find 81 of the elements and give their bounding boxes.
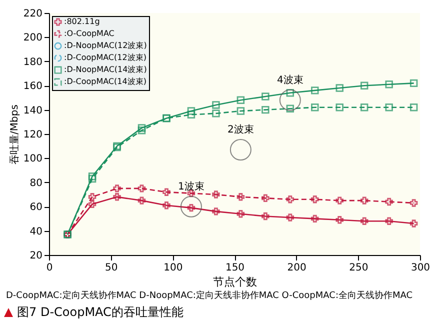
- point: [286, 214, 294, 222]
- legend-label: :D-NoopMAC(12波束): [64, 41, 147, 50]
- point: [212, 110, 220, 118]
- point: [385, 104, 393, 112]
- point: [262, 92, 270, 100]
- y-tick-label: 200: [23, 32, 42, 44]
- point: [236, 107, 245, 115]
- point: [311, 104, 319, 112]
- point: [138, 184, 146, 192]
- point: [113, 193, 121, 201]
- x-tick-label: 50: [104, 262, 118, 274]
- point: [336, 84, 344, 92]
- point: [410, 220, 418, 228]
- legend-label: :O-CoopMAC: [64, 29, 115, 38]
- y-tick-label: 180: [23, 56, 42, 68]
- y-tick-label: 40: [30, 226, 42, 238]
- point: [88, 174, 96, 183]
- text: D-CoopMAC:定向天线协作MAC D-NoopMAC:定向天线非协作MAC O-CoopMAC:全向天线协作MAC: [5, 290, 414, 303]
- point: [311, 195, 319, 204]
- point: [236, 210, 245, 218]
- point: [187, 107, 196, 115]
- x-axis-title: 节点个数: [213, 276, 257, 288]
- point: [212, 208, 220, 216]
- point: [88, 193, 96, 201]
- point: [360, 104, 368, 112]
- point: [212, 101, 220, 109]
- legend-label: :D-NoopMAC(14波束): [64, 65, 147, 74]
- point: [410, 79, 418, 88]
- legend-label: :802.11g: [64, 17, 100, 26]
- point: [262, 212, 270, 220]
- point: [410, 104, 418, 112]
- y-tick-label: 80: [30, 178, 42, 189]
- point: [88, 200, 96, 208]
- point: [360, 82, 368, 90]
- point: [286, 195, 294, 204]
- point: [262, 194, 270, 202]
- legend-label: :D-CoopMAC(14波束): [64, 77, 146, 86]
- y-tick-label: 140: [23, 105, 42, 116]
- point: [162, 188, 170, 196]
- legend-label: :D-CoopMAC(12波束): [64, 53, 146, 62]
- point: [336, 216, 344, 224]
- x-tick-label: 300: [410, 262, 430, 274]
- point: [385, 217, 393, 225]
- point: [336, 196, 344, 204]
- y-tick-label: 220: [23, 8, 42, 20]
- point: [113, 184, 121, 192]
- annotation: 1波束: [178, 180, 204, 193]
- point: [385, 80, 393, 88]
- point: [88, 172, 96, 180]
- y-tick-label: 20: [30, 250, 42, 262]
- annotation: 2波束: [227, 124, 254, 136]
- text: 图7 D-CoopMAC的吞吐量性能: [17, 304, 184, 320]
- point: [336, 104, 344, 112]
- x-tick-label: 200: [287, 262, 306, 274]
- point: [360, 217, 368, 225]
- point: [212, 190, 220, 198]
- x-tick-label: 100: [164, 262, 183, 274]
- point: [311, 86, 319, 94]
- point: [236, 193, 245, 201]
- point: [187, 110, 196, 119]
- point: [410, 199, 418, 207]
- point: [286, 104, 294, 112]
- point: [360, 196, 368, 204]
- point: [385, 198, 393, 206]
- y-tick-label: 120: [23, 130, 42, 140]
- point: [262, 106, 270, 114]
- point: [138, 124, 146, 132]
- point: [236, 96, 245, 104]
- y-tick-label: 100: [23, 154, 42, 165]
- point: [311, 214, 319, 223]
- point: [138, 196, 146, 204]
- y-axis-title: 吞吐量/Mbps: [8, 104, 20, 164]
- y-tick-label: 60: [30, 202, 42, 214]
- x-tick-label: 0: [46, 262, 53, 274]
- x-tick-label: 150: [225, 262, 245, 274]
- point: [162, 202, 170, 210]
- annotation: 4波束: [276, 74, 304, 86]
- x-tick-label: 250: [349, 262, 368, 274]
- y-tick-label: 160: [23, 81, 42, 92]
- point: [138, 126, 146, 134]
- point: [286, 89, 294, 97]
